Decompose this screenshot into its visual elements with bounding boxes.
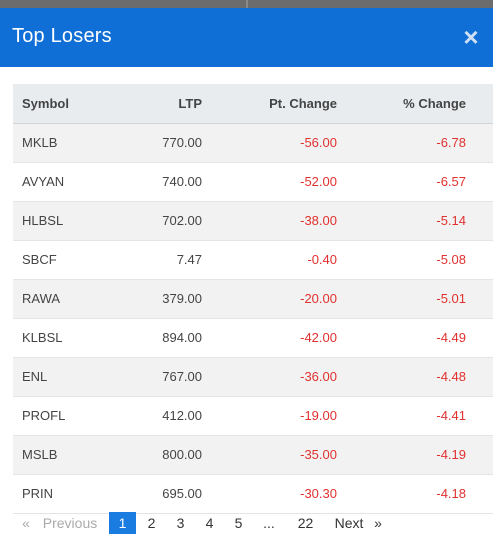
cell-pct-change: -4.19 (337, 435, 466, 475)
close-icon[interactable]: × (463, 22, 479, 52)
column-header-pt-change[interactable]: Pt. Change (202, 84, 337, 124)
cell-ltp: 767.00 (108, 357, 202, 397)
page-link-3[interactable]: 3 (176, 515, 185, 531)
cell-pct-change: -4.48 (337, 357, 466, 397)
cell-pct-change: -5.01 (337, 279, 466, 319)
cell-symbol: RAWA (13, 279, 108, 319)
previous-page-link: Previous (42, 515, 98, 531)
cell-spacer (466, 435, 493, 475)
table-row[interactable]: MKLB 770.00 -56.00 -6.78 (13, 123, 493, 163)
cell-pt-change: -52.00 (202, 162, 337, 202)
cell-spacer (466, 357, 493, 397)
page-link-5[interactable]: 5 (234, 515, 243, 531)
table-header-row: Symbol LTP Pt. Change % Change (13, 84, 493, 124)
table-body: MKLB 770.00 -56.00 -6.78 AVYAN 740.00 -5… (13, 123, 493, 514)
cell-spacer (466, 162, 493, 202)
cell-pt-change: -19.00 (202, 396, 337, 436)
cell-symbol: KLBSL (13, 318, 108, 358)
modal-header: Top Losers × (0, 8, 493, 67)
cell-pct-change: -4.41 (337, 396, 466, 436)
column-header-pct-change[interactable]: % Change (337, 84, 466, 124)
cell-pt-change: -42.00 (202, 318, 337, 358)
cell-symbol: ENL (13, 357, 108, 397)
cell-symbol: PROFL (13, 396, 108, 436)
top-losers-table-container: Symbol LTP Pt. Change % Change MKLB 770.… (13, 84, 493, 514)
table-row[interactable]: HLBSL 702.00 -38.00 -5.14 (13, 201, 493, 241)
cell-pt-change: -35.00 (202, 435, 337, 475)
cell-spacer (466, 201, 493, 241)
page-link-1[interactable]: 1 (109, 512, 136, 534)
modal-title: Top Losers (12, 25, 112, 47)
cell-ltp: 740.00 (108, 162, 202, 202)
cell-ltp: 7.47 (108, 240, 202, 280)
table-row[interactable]: AVYAN 740.00 -52.00 -6.57 (13, 162, 493, 202)
table-row[interactable]: MSLB 800.00 -35.00 -4.19 (13, 435, 493, 475)
table-row[interactable]: SBCF 7.47 -0.40 -5.08 (13, 240, 493, 280)
cell-ltp: 412.00 (108, 396, 202, 436)
cell-pt-change: -30.30 (202, 474, 337, 514)
background-strip (0, 0, 493, 8)
pagination-ellipsis: ... (263, 515, 275, 531)
cell-pt-change: -56.00 (202, 123, 337, 163)
pagination: « Previous 1 2 3 4 5 ... 22 Next » (13, 512, 493, 536)
cell-pct-change: -4.49 (337, 318, 466, 358)
cell-ltp: 695.00 (108, 474, 202, 514)
column-header-symbol[interactable]: Symbol (13, 84, 108, 124)
cell-symbol: HLBSL (13, 201, 108, 241)
cell-spacer (466, 279, 493, 319)
cell-pt-change: -38.00 (202, 201, 337, 241)
table-row[interactable]: PROFL 412.00 -19.00 -4.41 (13, 396, 493, 436)
page-link-22[interactable]: 22 (297, 515, 314, 531)
table-row[interactable]: ENL 767.00 -36.00 -4.48 (13, 357, 493, 397)
table-row[interactable]: RAWA 379.00 -20.00 -5.01 (13, 279, 493, 319)
cell-spacer (466, 240, 493, 280)
page-link-2[interactable]: 2 (147, 515, 156, 531)
next-page-link[interactable]: Next (334, 515, 364, 531)
cell-spacer (466, 318, 493, 358)
table-row[interactable]: PRIN 695.00 -30.30 -4.18 (13, 474, 493, 514)
cell-ltp: 800.00 (108, 435, 202, 475)
cell-symbol: SBCF (13, 240, 108, 280)
cell-symbol: MSLB (13, 435, 108, 475)
column-header-spacer (466, 84, 493, 124)
cell-ltp: 770.00 (108, 123, 202, 163)
cell-pct-change: -6.78 (337, 123, 466, 163)
prev-arrow-icon: « (22, 515, 30, 531)
top-losers-table: Symbol LTP Pt. Change % Change MKLB 770.… (13, 84, 493, 514)
cell-symbol: PRIN (13, 474, 108, 514)
cell-pct-change: -5.08 (337, 240, 466, 280)
cell-pct-change: -5.14 (337, 201, 466, 241)
cell-ltp: 702.00 (108, 201, 202, 241)
cell-pt-change: -0.40 (202, 240, 337, 280)
cell-pt-change: -20.00 (202, 279, 337, 319)
table-row[interactable]: KLBSL 894.00 -42.00 -4.49 (13, 318, 493, 358)
next-arrow-icon[interactable]: » (374, 515, 382, 531)
cell-spacer (466, 474, 493, 514)
column-header-ltp[interactable]: LTP (108, 84, 202, 124)
page-link-4[interactable]: 4 (205, 515, 214, 531)
cell-ltp: 894.00 (108, 318, 202, 358)
cell-pct-change: -6.57 (337, 162, 466, 202)
cell-pt-change: -36.00 (202, 357, 337, 397)
cell-symbol: MKLB (13, 123, 108, 163)
cell-symbol: AVYAN (13, 162, 108, 202)
background-divider (246, 0, 248, 8)
cell-ltp: 379.00 (108, 279, 202, 319)
cell-pct-change: -4.18 (337, 474, 466, 514)
cell-spacer (466, 396, 493, 436)
cell-spacer (466, 123, 493, 163)
